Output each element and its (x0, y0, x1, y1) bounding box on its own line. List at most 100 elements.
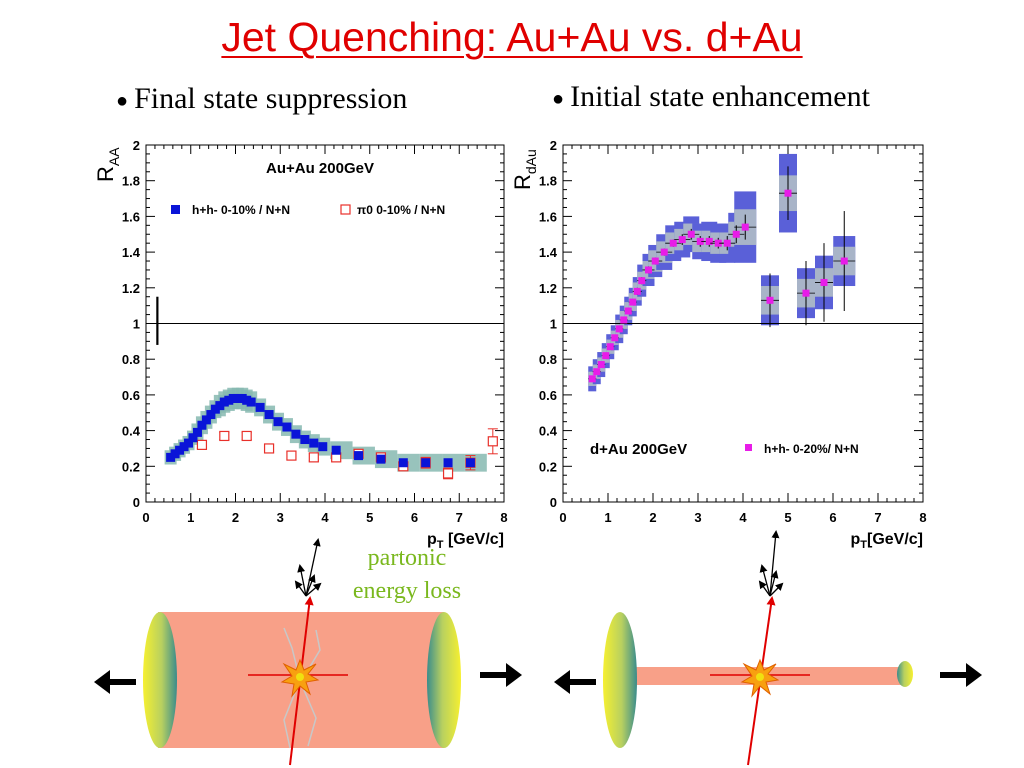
dau-collision-core (756, 673, 764, 681)
auau-hadron-data-point (188, 433, 198, 443)
auau-hadron-data-point (273, 417, 283, 427)
auau-systematic-band (164, 387, 487, 472)
x-axis-title-rest: [GeV/c] (867, 531, 923, 548)
dau-hadron-data-point (651, 257, 659, 265)
au-nucleus-left (143, 612, 177, 748)
dau-hadron-data-point (669, 239, 677, 247)
y-tick-label: 0 (550, 495, 557, 510)
dau-data-points (588, 166, 856, 383)
dau-hadron-data-point (593, 368, 601, 376)
au-nucleus (603, 612, 637, 748)
y-tick-label: 1.8 (539, 174, 557, 189)
x-tick-label: 6 (411, 510, 418, 525)
dau-hadron-data-point (660, 248, 668, 256)
dau-systematic-band (588, 153, 856, 392)
dau-hadron-data-point (741, 223, 749, 231)
y-tick-label: 0.6 (539, 388, 557, 403)
dau-plot-frame (562, 144, 924, 503)
y-axis-title: RAA (93, 147, 122, 182)
auau-hadron-data-point (255, 402, 265, 412)
y-tick-label: 1.8 (122, 174, 140, 189)
x-tick-label: 3 (694, 510, 701, 525)
dau-hadron-data-point (597, 361, 605, 369)
chart-dau: 0 1 2 3 4 5 6 7 8 0 0.2 0.4 0.6 0.8 1 1.2 1.4 1.6 1.8 2 RdAu… (510, 138, 927, 551)
x-axis-title-sub: T (437, 539, 444, 551)
auau-jet-fragment-arrow (305, 538, 321, 597)
dau-hadron-data-point (588, 375, 596, 383)
x-tick-label: 3 (277, 510, 284, 525)
bullet-dot-icon: ● (552, 87, 565, 110)
dau-hadron-data-point (840, 257, 848, 265)
auau-data-points (156, 296, 498, 480)
auau-hadron-data-point (443, 458, 453, 468)
y-tick-label: 2 (550, 138, 557, 153)
au-nucleus-right (427, 612, 461, 748)
y-tick-label: 0.2 (539, 459, 557, 474)
x-tick-label: 2 (649, 510, 656, 525)
x-axis-title-sub: T (860, 539, 867, 551)
auau-hadron-data-point (331, 445, 341, 455)
dau-hadron-data-point (645, 266, 652, 274)
y-tick-label: 1.6 (539, 209, 557, 224)
bullet-final-state: ● Final state suppression (116, 82, 407, 116)
auau-hadron-data-point (376, 454, 386, 464)
x-tick-label: 1 (187, 510, 194, 525)
dau-hadron-data-point (766, 296, 774, 304)
auau-jet-fragment-arrow (297, 564, 307, 597)
dau-hadron-data-point (820, 278, 828, 286)
dau-hadron-data-point (732, 230, 740, 238)
y-axis-title-sub: dAu (523, 149, 539, 174)
x-tick-label: 5 (366, 510, 373, 525)
auau-hadron-data-point (201, 415, 211, 425)
auau-hadron-data-point (421, 458, 431, 468)
partonic-label-line2: energy loss (353, 578, 461, 604)
dau-hadron-data-point (714, 239, 722, 247)
legend-filled-square-icon (171, 205, 180, 214)
auau-hadron-data-point (300, 435, 310, 445)
dau-hadron-data-point (611, 334, 619, 342)
y-tick-label: 1.2 (539, 281, 557, 296)
dau-beam-left-arrow-icon (554, 670, 570, 694)
dau-beam-right-arrow-icon (966, 663, 982, 687)
y-axis-title-main: R (93, 166, 118, 182)
y-tick-label: 0.2 (122, 459, 140, 474)
y-tick-label: 0.6 (122, 388, 140, 403)
dau-hadron-data-point (606, 343, 614, 351)
y-tick-label: 0 (133, 495, 140, 510)
dau-hadron-data-point (624, 307, 632, 315)
legend-pi0-label: π0 0-10% / N+N (357, 203, 445, 217)
y-axis-title-main: R (510, 174, 535, 190)
dau-hadron-data-point (696, 237, 704, 245)
auau-chart-text: 0 1 2 3 4 5 6 7 800.20.40.60.811.21.41.61.82RAAp… (93, 138, 508, 551)
y-tick-label: 0.4 (539, 424, 558, 439)
auau-beam-right-arrow-icon (506, 663, 522, 687)
auau-collision-diagram: partonic energy loss (94, 538, 522, 766)
dau-jet-fragment-arrow (769, 582, 784, 597)
pi0-data-point (286, 450, 297, 461)
partonic-label-line1: partonic (368, 545, 447, 571)
auau-gluon-radiation-lines (283, 627, 321, 749)
legend-filled-square-icon (745, 444, 752, 451)
y-tick-label: 2 (133, 138, 140, 153)
pi0-data-point (308, 452, 319, 463)
auau-hadron-data-point (398, 458, 408, 468)
dau-hadron-data-point (802, 289, 810, 297)
dau-hadron-data-point (705, 237, 713, 245)
dau-collision-diagram (554, 530, 982, 766)
dau-hadron-data-point (784, 189, 792, 197)
bullet-initial-state-text: Initial state enhancement (570, 80, 870, 113)
auau-hadron-data-point (291, 429, 301, 439)
bullet-final-state-text: Final state suppression (134, 82, 408, 115)
y-axis-title-sub: AA (106, 147, 122, 166)
x-axis-title-main: p (850, 531, 860, 548)
x-axis-title-main: p (427, 531, 437, 548)
x-tick-label: 7 (874, 510, 881, 525)
x-tick-label: 8 (500, 510, 507, 525)
auau-jet-fragment-arrow (294, 580, 307, 597)
y-tick-label: 1.6 (122, 209, 140, 224)
dau-hadron-data-point (620, 316, 628, 324)
slide-title: Jet Quenching: Au+Au vs. d+Au (221, 14, 803, 60)
dau-hadron-data-point (629, 298, 637, 306)
dau-chart-text: 0 1 2 3 4 5 6 7 8 0 0.2 0.4 0.6 0.8 1 1.2 1.4 1.6 1.8 2 RdAu… (510, 138, 927, 551)
dau-hadron-data-point (602, 352, 610, 360)
